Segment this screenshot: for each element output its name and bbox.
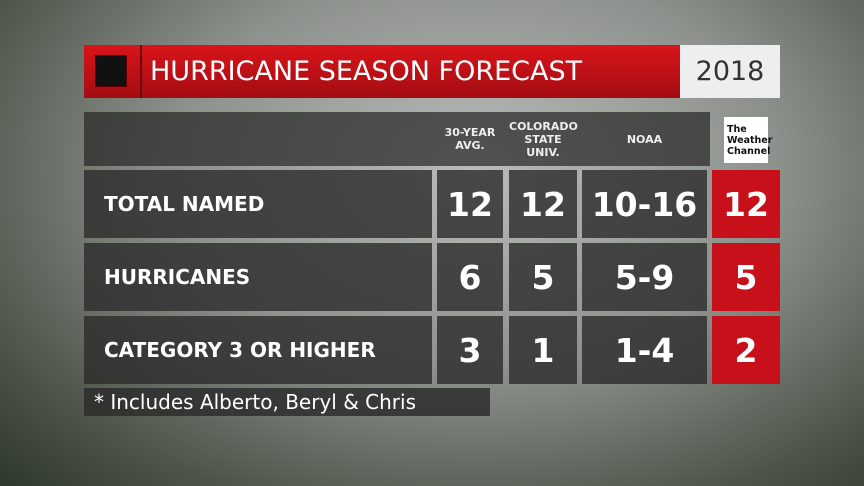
header-line: The (727, 123, 747, 135)
cell: 5 (712, 243, 780, 311)
header-line: AVG. (455, 139, 485, 152)
header-line: Weather (727, 134, 773, 146)
footnote: * Includes Alberto, Beryl & Chris (84, 388, 490, 416)
cell: 10-16 (582, 170, 707, 238)
cell: 6 (437, 243, 503, 311)
cell: 3 (437, 316, 503, 384)
cell: 1-4 (582, 316, 707, 384)
title: HURRICANE SEASON FORECAST (150, 56, 583, 87)
column-header: NOAA (582, 112, 707, 166)
cell: 1 (509, 316, 577, 384)
column-header: 30-YEAR AVG. (437, 112, 503, 166)
row-label: TOTAL NAMED (84, 170, 432, 238)
header-line: UNIV. (526, 145, 560, 159)
cell: 5-9 (582, 243, 707, 311)
icon (95, 55, 127, 87)
header-line: 30-YEAR (444, 126, 496, 139)
year: 2018 (680, 45, 780, 98)
header-line: COLORADO (509, 119, 578, 133)
cell: 5 (509, 243, 577, 311)
header-line: NOAA (626, 132, 663, 146)
logo: The Weather Channel (724, 117, 773, 163)
cell: 12 (437, 170, 503, 238)
cell: 12 (712, 170, 780, 238)
divider (140, 45, 142, 98)
row-label: CATEGORY 3 OR HIGHER (84, 316, 432, 384)
header-row (84, 112, 710, 166)
title-bar (84, 45, 680, 98)
column-header: COLORADO STATE UNIV. (509, 112, 578, 166)
row-label: HURRICANES (84, 243, 432, 311)
header-line: Channel (727, 145, 771, 157)
cell: 12 (509, 170, 577, 238)
header-line: STATE (524, 132, 562, 146)
cell: 2 (712, 316, 780, 384)
